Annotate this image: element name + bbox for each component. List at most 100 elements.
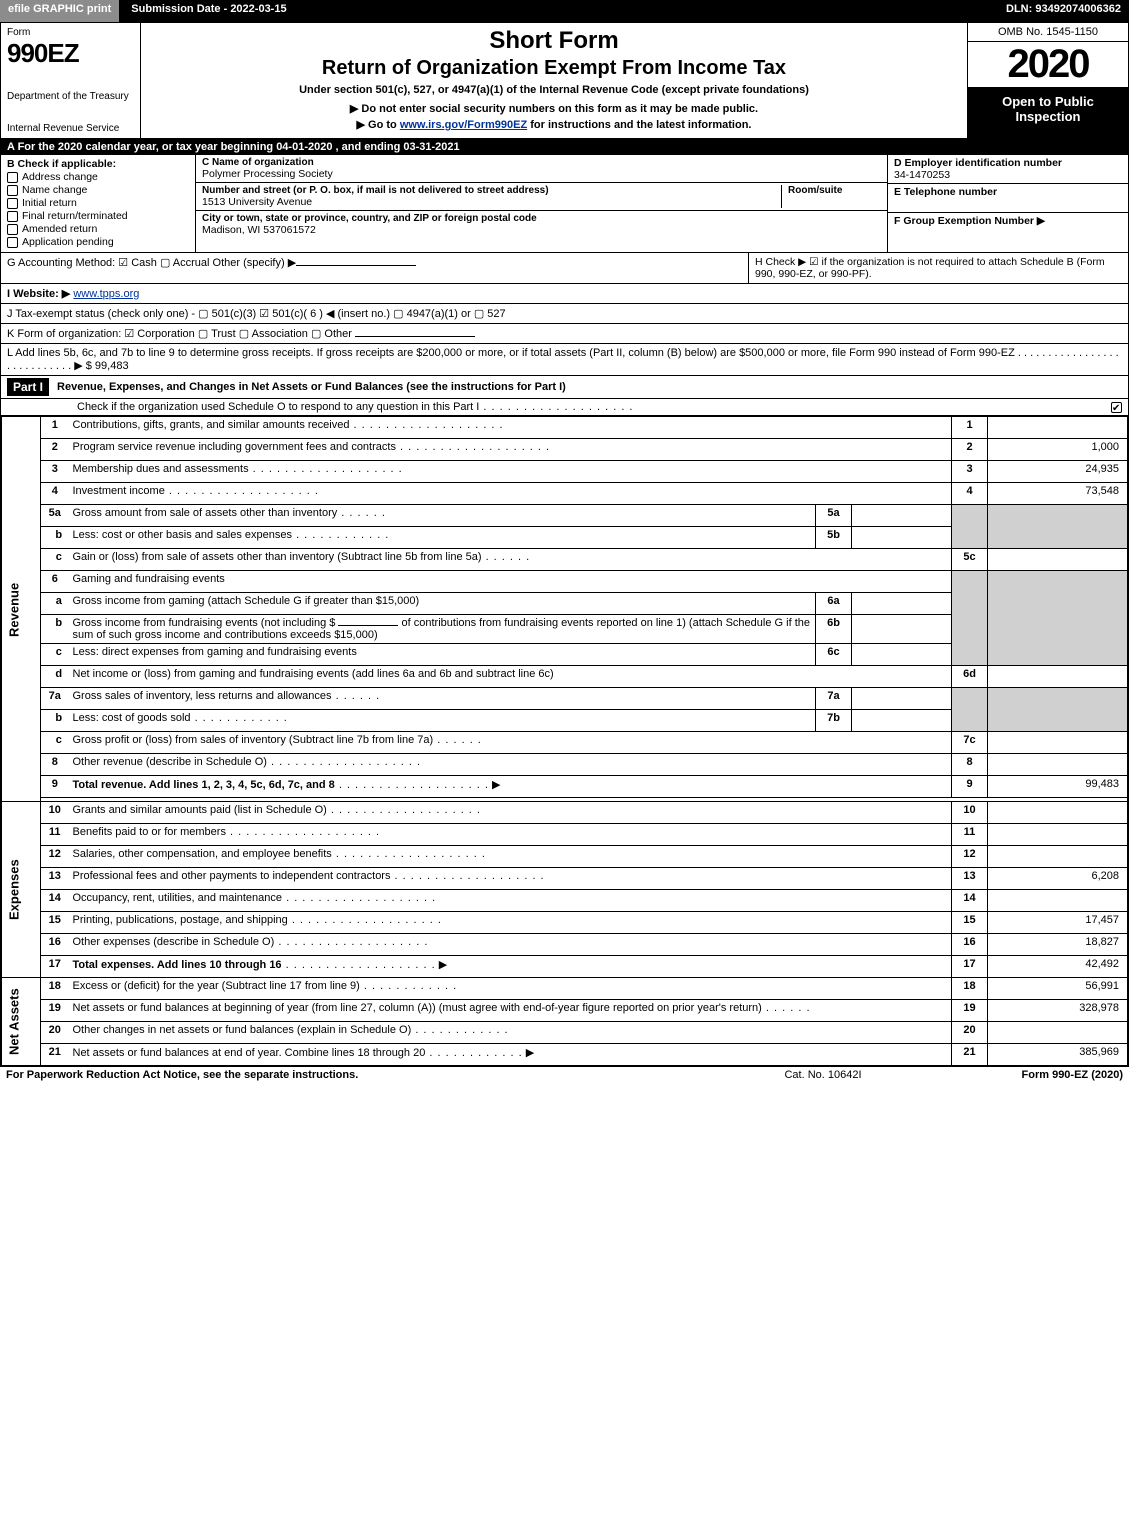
line-val bbox=[988, 824, 1128, 846]
line-ref: 19 bbox=[952, 1000, 988, 1022]
other-specify-field[interactable] bbox=[296, 265, 416, 266]
chk-application-pending[interactable]: Application pending bbox=[7, 236, 189, 248]
mini-ln: 6c bbox=[816, 644, 852, 666]
line-desc: Grants and similar amounts paid (list in… bbox=[73, 804, 327, 816]
lines-table: Revenue 1 Contributions, gifts, grants, … bbox=[1, 416, 1128, 1066]
line-ref: 16 bbox=[952, 934, 988, 956]
chk-name-change[interactable]: Name change bbox=[7, 184, 189, 196]
shade-cell bbox=[988, 571, 1128, 666]
part-1-label: Part I bbox=[7, 378, 49, 396]
short-form-title: Short Form bbox=[147, 27, 961, 55]
line-desc: Total expenses. Add lines 10 through 16 bbox=[73, 959, 282, 971]
line-val: 42,492 bbox=[988, 956, 1128, 978]
dept-irs: Internal Revenue Service bbox=[7, 123, 134, 134]
line-num: b bbox=[41, 710, 69, 732]
section-def: D Employer identification number 34-1470… bbox=[888, 155, 1128, 252]
line-desc: Membership dues and assessments bbox=[73, 463, 249, 475]
schedule-o-checkbox[interactable] bbox=[1111, 402, 1122, 413]
line-ref: 18 bbox=[952, 978, 988, 1000]
submission-date: Submission Date - 2022-03-15 bbox=[121, 0, 296, 22]
other-org-field[interactable] bbox=[355, 336, 475, 337]
chk-address-change[interactable]: Address change bbox=[7, 171, 189, 183]
line-num: 4 bbox=[41, 483, 69, 505]
line-ref: 5c bbox=[952, 549, 988, 571]
chk-final-return[interactable]: Final return/terminated bbox=[7, 210, 189, 222]
line-ref: 13 bbox=[952, 868, 988, 890]
chk-amended-return[interactable]: Amended return bbox=[7, 223, 189, 235]
line-num: 6 bbox=[41, 571, 69, 593]
chk-initial-return[interactable]: Initial return bbox=[7, 197, 189, 209]
line-ref: 12 bbox=[952, 846, 988, 868]
chk-label: Amended return bbox=[22, 223, 97, 235]
line-desc: Gaming and fundraising events bbox=[69, 571, 952, 593]
line-12: 12 Salaries, other compensation, and emp… bbox=[2, 846, 1128, 868]
line-val bbox=[988, 549, 1128, 571]
line-7c: c Gross profit or (loss) from sales of i… bbox=[2, 732, 1128, 754]
line-num: 7a bbox=[41, 688, 69, 710]
line-desc: Total revenue. Add lines 1, 2, 3, 4, 5c,… bbox=[73, 779, 335, 791]
ssn-warning: ▶ Do not enter social security numbers o… bbox=[147, 102, 961, 115]
line-desc: Gross amount from sale of assets other t… bbox=[73, 507, 338, 519]
line-15: 15 Printing, publications, postage, and … bbox=[2, 912, 1128, 934]
line-desc: Less: direct expenses from gaming and fu… bbox=[73, 646, 357, 658]
line-ref: 21 bbox=[952, 1044, 988, 1066]
line-6: 6 Gaming and fundraising events bbox=[2, 571, 1128, 593]
website-link[interactable]: www.tpps.org bbox=[73, 288, 139, 300]
mini-ln: 5b bbox=[816, 527, 852, 549]
row-g-h: G Accounting Method: ☑ Cash ▢ Accrual Ot… bbox=[1, 253, 1128, 284]
shade-cell bbox=[988, 688, 1128, 732]
line-num: b bbox=[41, 615, 69, 644]
irs-link[interactable]: www.irs.gov/Form990EZ bbox=[400, 119, 527, 131]
line-val bbox=[988, 890, 1128, 912]
line-10: Expenses 10 Grants and similar amounts p… bbox=[2, 802, 1128, 824]
line-desc: Gross sales of inventory, less returns a… bbox=[73, 690, 332, 702]
city-label: City or town, state or province, country… bbox=[202, 213, 881, 224]
efile-print-button[interactable]: efile GRAPHIC print bbox=[0, 0, 121, 22]
return-title: Return of Organization Exempt From Incom… bbox=[147, 57, 961, 80]
mini-ln: 7b bbox=[816, 710, 852, 732]
header-center: Short Form Return of Organization Exempt… bbox=[141, 23, 968, 138]
line-num: 5a bbox=[41, 505, 69, 527]
line-num: 2 bbox=[41, 439, 69, 461]
row-h: H Check ▶ ☑ if the organization is not r… bbox=[748, 253, 1128, 283]
line-17: 17 Total expenses. Add lines 10 through … bbox=[2, 956, 1128, 978]
line-desc: Gross income from gaming (attach Schedul… bbox=[69, 593, 816, 615]
line-num: b bbox=[41, 527, 69, 549]
paperwork-notice: For Paperwork Reduction Act Notice, see … bbox=[6, 1069, 723, 1081]
line-desc: Other changes in net assets or fund bala… bbox=[73, 1024, 412, 1036]
page-footer: For Paperwork Reduction Act Notice, see … bbox=[0, 1067, 1129, 1083]
line-14: 14 Occupancy, rent, utilities, and maint… bbox=[2, 890, 1128, 912]
website-label: I Website: ▶ bbox=[7, 288, 70, 300]
line-desc: Gross income from fundraising events (no… bbox=[73, 617, 336, 629]
line-ref: 1 bbox=[952, 417, 988, 439]
mini-val bbox=[852, 527, 952, 549]
line-num: 15 bbox=[41, 912, 69, 934]
line-9: 9 Total revenue. Add lines 1, 2, 3, 4, 5… bbox=[2, 776, 1128, 798]
checkbox-icon bbox=[7, 172, 18, 183]
line-20: 20 Other changes in net assets or fund b… bbox=[2, 1022, 1128, 1044]
cat-number: Cat. No. 10642I bbox=[723, 1069, 923, 1081]
group-exemption-label: F Group Exemption Number ▶ bbox=[894, 215, 1122, 227]
dept-treasury: Department of the Treasury bbox=[7, 91, 134, 102]
org-name-label: C Name of organization bbox=[202, 157, 881, 168]
section-c: C Name of organization Polymer Processin… bbox=[196, 155, 888, 252]
line-num: 8 bbox=[41, 754, 69, 776]
checkbox-icon bbox=[7, 224, 18, 235]
mini-ln: 6a bbox=[816, 593, 852, 615]
line-11: 11 Benefits paid to or for members 11 bbox=[2, 824, 1128, 846]
line-desc: Occupancy, rent, utilities, and maintena… bbox=[73, 892, 283, 904]
form-ref: Form 990-EZ (2020) bbox=[923, 1069, 1123, 1081]
form-header: Form 990EZ Department of the Treasury In… bbox=[1, 23, 1128, 139]
line-num: 18 bbox=[41, 978, 69, 1000]
line-ref: 3 bbox=[952, 461, 988, 483]
addr-label: Number and street (or P. O. box, if mail… bbox=[202, 185, 781, 196]
goto-instruction: ▶ Go to www.irs.gov/Form990EZ for instru… bbox=[147, 118, 961, 131]
row-l: L Add lines 5b, 6c, and 7b to line 9 to … bbox=[1, 344, 1128, 376]
org-name: Polymer Processing Society bbox=[202, 168, 881, 180]
line-num: 12 bbox=[41, 846, 69, 868]
contrib-amount-field[interactable] bbox=[338, 625, 398, 626]
row-g: G Accounting Method: ☑ Cash ▢ Accrual Ot… bbox=[1, 253, 748, 283]
line-num: 10 bbox=[41, 802, 69, 824]
line-ref: 9 bbox=[952, 776, 988, 798]
line-val bbox=[988, 417, 1128, 439]
